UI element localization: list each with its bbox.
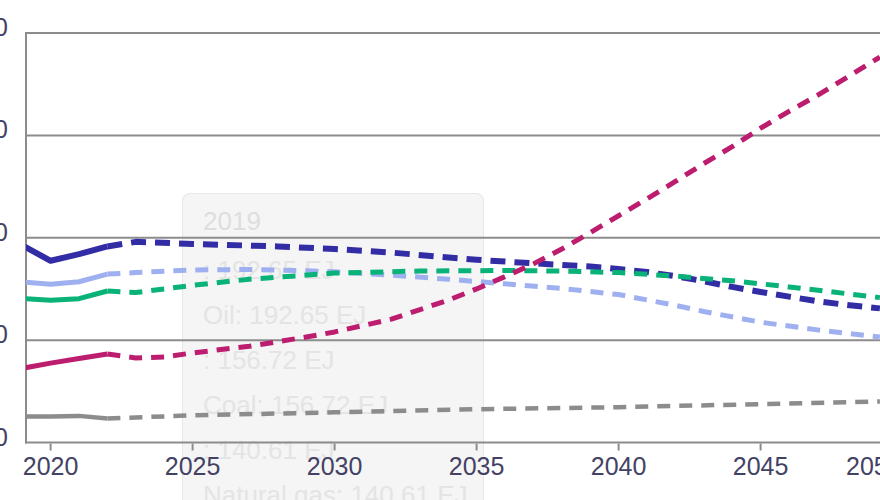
chart-canvas: 2019 : 192.65 EJOil: 192.65 EJ: 156.72 E… — [0, 0, 880, 500]
series-line-coal-historical[interactable] — [22, 274, 107, 284]
series-line-natural-gas-historical[interactable] — [22, 291, 107, 300]
series-line-oil-projection[interactable] — [107, 242, 879, 309]
plot-area[interactable] — [0, 0, 880, 500]
series-line-series-5-projection[interactable] — [107, 402, 879, 419]
series-line-series-4-historical[interactable] — [22, 354, 107, 368]
series-line-series-5-historical[interactable] — [22, 416, 107, 419]
series-line-series-4-projection[interactable] — [107, 57, 879, 358]
series-line-oil-historical[interactable] — [22, 245, 107, 261]
